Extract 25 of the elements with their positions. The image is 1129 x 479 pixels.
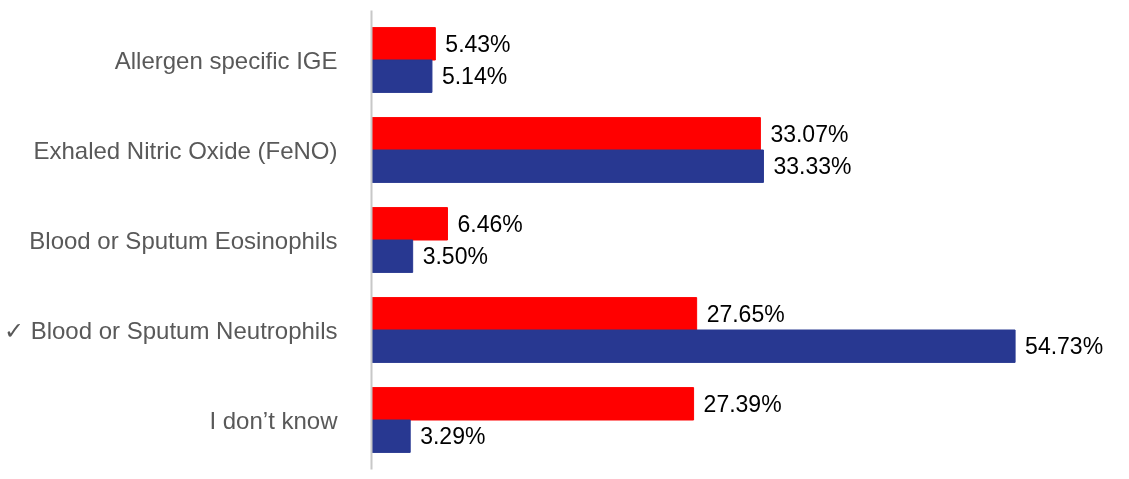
data-label: 3.29% [420,423,486,450]
y-tick-label: Blood or Sputum Eosinophils [29,226,338,254]
bar [371,239,414,273]
bar [371,117,761,151]
bar [371,207,448,241]
y-tick-label: ✓ Blood or Sputum Neutrophils [4,316,338,344]
data-label: 27.39% [703,390,782,417]
bar [371,149,764,183]
bar [371,387,695,421]
data-label: 6.46% [457,210,523,237]
y-tick-label: Exhaled Nitric Oxide (FeNO) [33,136,338,164]
bar [371,27,436,61]
data-label: 33.33% [773,153,852,180]
bar [371,59,433,93]
data-label: 27.65% [706,300,785,327]
y-tick-label: I don’t know [209,406,339,434]
data-label: 5.43% [445,30,511,57]
data-label: 33.07% [770,120,849,147]
bar [371,329,1016,363]
data-label: 3.50% [422,243,488,270]
data-label: 5.14% [441,63,508,90]
bar [371,419,411,453]
data-label: 54.73% [1025,333,1104,360]
y-tick-label: Allergen specific IGE [114,46,338,74]
bar [371,297,698,331]
